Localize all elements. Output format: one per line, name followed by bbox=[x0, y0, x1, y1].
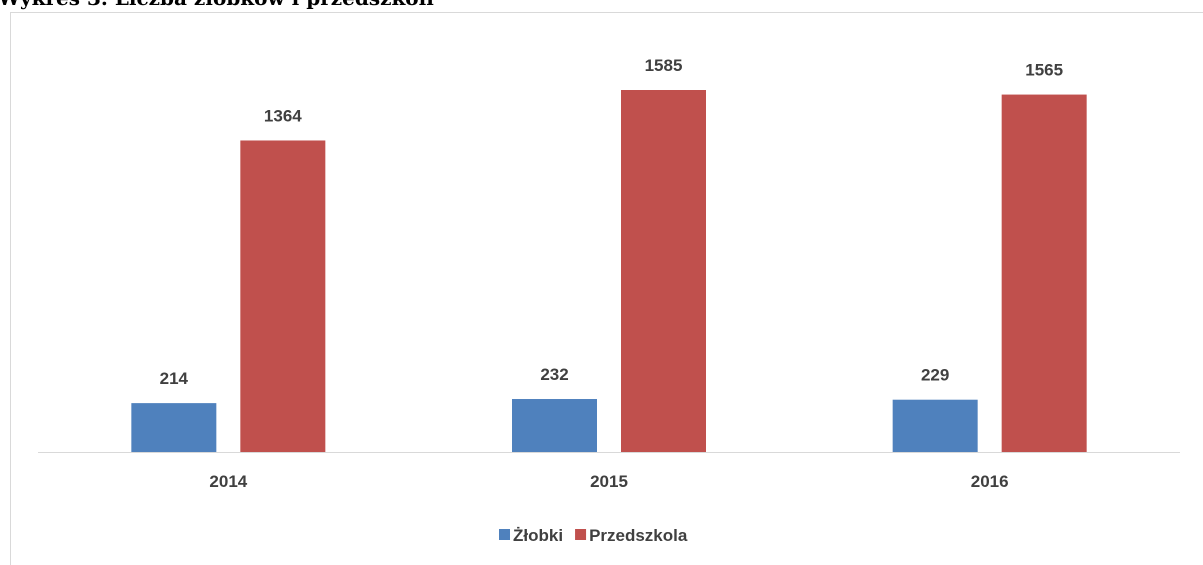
x-tick-label: 2015 bbox=[590, 472, 628, 491]
legend-swatch bbox=[499, 529, 510, 540]
x-tick-label: 2016 bbox=[971, 472, 1009, 491]
bar bbox=[892, 399, 978, 452]
data-label: 1364 bbox=[264, 106, 302, 125]
data-label: 232 bbox=[540, 365, 568, 384]
bar bbox=[621, 90, 706, 452]
legend-label: Przedszkola bbox=[589, 526, 688, 545]
legend-label: Żłobki bbox=[513, 526, 563, 545]
bar bbox=[131, 403, 217, 452]
bar bbox=[512, 399, 597, 452]
chart-title: Wykres 3. Liczba żłobków i przedszkoli bbox=[0, 0, 434, 10]
data-label: 1565 bbox=[1025, 61, 1063, 80]
data-label: 1585 bbox=[645, 56, 683, 75]
legend-swatch bbox=[575, 529, 587, 540]
data-label: 214 bbox=[160, 369, 189, 388]
bar bbox=[1001, 94, 1087, 453]
bar bbox=[240, 140, 326, 453]
x-tick-label: 2014 bbox=[209, 472, 247, 491]
data-label: 229 bbox=[921, 366, 949, 385]
